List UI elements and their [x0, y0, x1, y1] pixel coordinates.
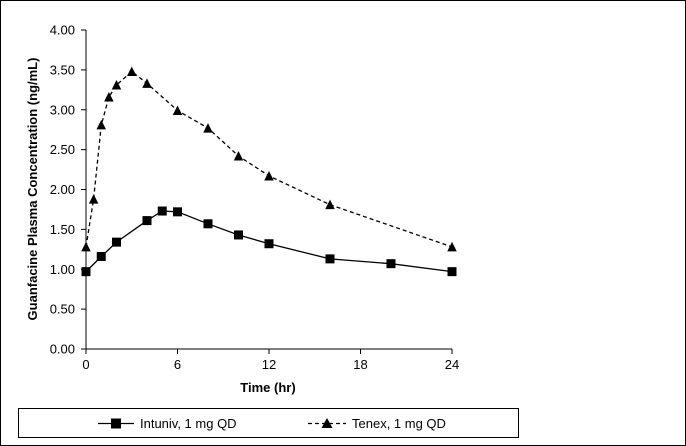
y-tick-label: 2.00 — [50, 182, 75, 197]
series-tenex — [81, 66, 457, 252]
data-point-triangle — [447, 241, 457, 252]
legend-item-tenex: Tenex, 1 mg QD — [308, 416, 446, 431]
series-intuniv — [81, 206, 457, 277]
data-point-triangle — [325, 199, 335, 210]
data-point-triangle — [172, 105, 183, 116]
plot-series — [81, 66, 457, 277]
y-tick-label: 0.00 — [50, 342, 75, 357]
data-point-triangle — [264, 170, 274, 181]
legend-triangle-marker — [321, 418, 333, 428]
x-tick-label: 6 — [174, 357, 181, 372]
x-tick-label: 18 — [353, 357, 367, 372]
data-point-triangle — [81, 241, 91, 252]
x-axis-title: Time (hr) — [240, 380, 295, 395]
data-point-square — [157, 206, 167, 216]
legend-square-marker — [111, 418, 121, 429]
y-tick-label: 1.50 — [50, 222, 75, 237]
y-tick-label: 3.50 — [50, 62, 75, 77]
x-tick-label: 12 — [262, 357, 276, 372]
legend-label-intuniv: Intuniv, 1 mg QD — [140, 416, 237, 431]
data-point-square — [142, 216, 152, 226]
data-point-triangle — [88, 194, 99, 204]
x-tick-label: 0 — [82, 357, 89, 372]
data-point-square — [173, 207, 182, 217]
data-point-square — [386, 259, 396, 269]
y-tick-label: 3.00 — [50, 102, 75, 117]
y-tick-label: 4.00 — [50, 23, 75, 38]
data-point-triangle — [233, 151, 244, 161]
data-point-triangle — [111, 80, 122, 90]
x-tick-label: 24 — [445, 357, 459, 372]
data-point-triangle — [142, 78, 152, 88]
data-point-square — [203, 219, 213, 229]
data-point-triangle — [96, 119, 106, 130]
legend: Intuniv, 1 mg QD Tenex, 1 mg QD — [18, 408, 519, 438]
data-point-square — [81, 267, 91, 277]
data-point-triangle — [104, 91, 114, 102]
data-point-square — [447, 267, 457, 277]
y-tick-label: 0.50 — [50, 302, 75, 317]
x-axis: 0 6 12 18 24 — [82, 348, 459, 372]
data-point-triangle — [127, 66, 137, 76]
data-point-square — [264, 239, 274, 249]
data-point-square — [112, 237, 121, 247]
data-point-square — [234, 230, 243, 240]
legend-label-tenex: Tenex, 1 mg QD — [352, 416, 446, 431]
legend-item-intuniv: Intuniv, 1 mg QD — [98, 416, 237, 431]
y-axis-title: Guanfacine Plasma Concentration (ng/mL) — [25, 58, 40, 321]
data-point-triangle — [203, 123, 213, 133]
y-tick-label: 1.00 — [50, 262, 75, 277]
y-tick-label: 2.50 — [50, 142, 75, 157]
data-point-square — [96, 251, 106, 261]
y-axis: 0.00 0.50 1.00 1.50 2.00 2.50 3.00 3.50 4.00 — [50, 23, 87, 357]
data-point-square — [325, 254, 335, 264]
